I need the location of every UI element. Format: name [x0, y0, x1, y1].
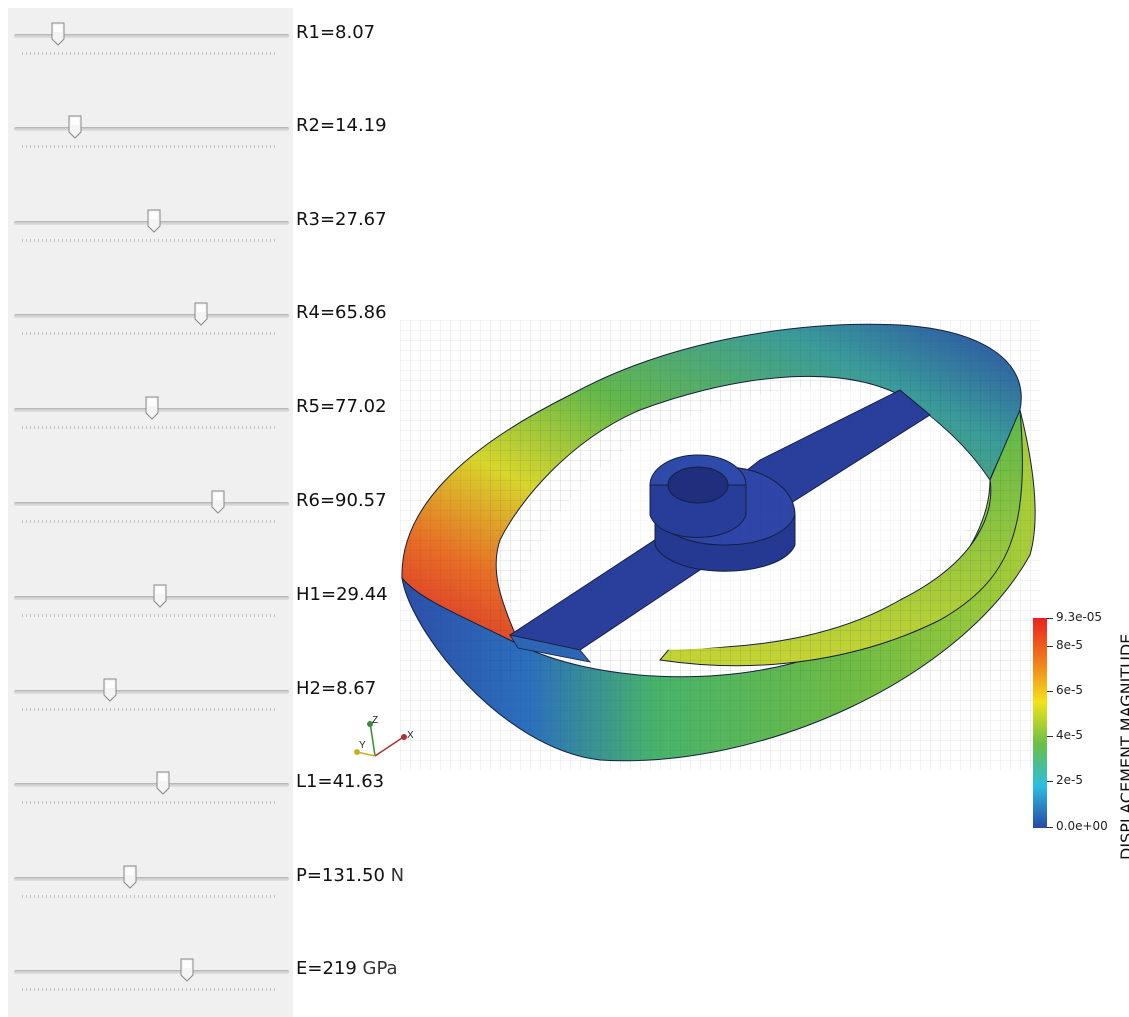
slider-value-h1: H1=29.44 — [296, 584, 388, 605]
slider-ticks — [22, 426, 278, 429]
slider-thumb[interactable] — [180, 958, 194, 982]
slider-ticks — [22, 52, 278, 55]
slider-unit: GPa — [356, 958, 398, 979]
colorbar-label: 8e-5 — [1056, 638, 1083, 652]
slider-thumb[interactable] — [103, 678, 117, 702]
slider-track[interactable] — [14, 127, 289, 131]
slider-ticks — [22, 614, 278, 617]
slider-h2[interactable] — [8, 668, 293, 711]
colorbar-tick — [1047, 691, 1053, 692]
slider-value-text: P=131.50 — [296, 865, 385, 886]
slider-value-text: R5=77.02 — [296, 396, 387, 417]
slider-value-text: R1=8.07 — [296, 22, 376, 43]
colorbar-tick — [1047, 736, 1053, 737]
slider-r6[interactable] — [8, 480, 293, 523]
slider-value-l1: L1=41.63 — [296, 771, 384, 792]
slider-ticks — [22, 801, 278, 804]
slider-value-e: E=219 GPa — [296, 958, 398, 979]
slider-ticks — [22, 145, 278, 148]
slider-value-r1: R1=8.07 — [296, 22, 375, 43]
slider-panel — [8, 8, 293, 1017]
slider-track[interactable] — [14, 783, 289, 787]
slider-r2[interactable] — [8, 105, 293, 148]
axis-x-label: X — [407, 730, 414, 741]
axis-y-label: Y — [359, 740, 366, 751]
slider-r3[interactable] — [8, 199, 293, 242]
slider-value-text: R6=90.57 — [296, 490, 387, 511]
colorbar-label: 0.0e+00 — [1056, 819, 1108, 833]
slider-value-r2: R2=14.19 — [296, 115, 387, 136]
slider-track[interactable] — [14, 877, 289, 881]
slider-thumb[interactable] — [147, 209, 161, 233]
slider-thumb[interactable] — [145, 396, 159, 420]
slider-value-text: H1=29.44 — [296, 584, 388, 605]
slider-track[interactable] — [14, 596, 289, 600]
slider-value-r5: R5=77.02 — [296, 396, 387, 417]
colorbar-tick — [1047, 618, 1053, 619]
slider-p[interactable] — [8, 855, 293, 898]
slider-track[interactable] — [14, 314, 289, 318]
slider-l1[interactable] — [8, 761, 293, 804]
slider-track[interactable] — [14, 970, 289, 974]
slider-value-text: H2=8.67 — [296, 678, 377, 699]
slider-ticks — [22, 520, 278, 523]
slider-unit: N — [384, 865, 405, 886]
slider-value-text: R3=27.67 — [296, 209, 387, 230]
slider-e[interactable] — [8, 948, 293, 991]
slider-value-text: R4=65.86 — [296, 302, 387, 323]
slider-value-r6: R6=90.57 — [296, 490, 387, 511]
displacement-colorbar — [1033, 618, 1047, 828]
orientation-axes-icon: Z X Y — [354, 715, 414, 757]
colorbar-tick — [1047, 646, 1053, 647]
slider-ticks — [22, 988, 278, 991]
slider-track[interactable] — [14, 34, 289, 38]
slider-thumb[interactable] — [51, 22, 65, 46]
slider-h1[interactable] — [8, 574, 293, 617]
colorbar-tick — [1047, 781, 1053, 782]
slider-thumb[interactable] — [156, 771, 170, 795]
colorbar-label: 6e-5 — [1056, 683, 1083, 697]
slider-ticks — [22, 708, 278, 711]
colorbar-label: 9.3e-05 — [1056, 610, 1103, 624]
slider-r1[interactable] — [8, 12, 293, 55]
fem-wheel-model[interactable] — [340, 300, 1060, 780]
colorbar-label: 2e-5 — [1056, 773, 1083, 787]
slider-thumb[interactable] — [68, 115, 82, 139]
slider-r5[interactable] — [8, 386, 293, 429]
colorbar-tick — [1047, 827, 1053, 828]
colorbar-label: 4e-5 — [1056, 728, 1083, 742]
slider-value-text: R2=14.19 — [296, 115, 387, 136]
slider-thumb[interactable] — [211, 490, 225, 514]
slider-value-h2: H2=8.67 — [296, 678, 376, 699]
slider-ticks — [22, 895, 278, 898]
slider-track[interactable] — [14, 690, 289, 694]
slider-track[interactable] — [14, 502, 289, 506]
axis-z-label: Z — [372, 715, 378, 726]
slider-ticks — [22, 239, 278, 242]
slider-r4[interactable] — [8, 292, 293, 335]
colorbar-title: DISPLACEMENT MAGNITUDE — [1117, 633, 1129, 860]
slider-thumb[interactable] — [123, 865, 137, 889]
slider-thumb[interactable] — [194, 302, 208, 326]
slider-value-r3: R3=27.67 — [296, 209, 387, 230]
slider-value-p: P=131.50 N — [296, 865, 404, 886]
slider-value-text: L1=41.63 — [296, 771, 385, 792]
slider-value-r4: R4=65.86 — [296, 302, 387, 323]
slider-value-text: E=219 — [296, 958, 357, 979]
slider-ticks — [22, 332, 278, 335]
slider-thumb[interactable] — [153, 584, 167, 608]
